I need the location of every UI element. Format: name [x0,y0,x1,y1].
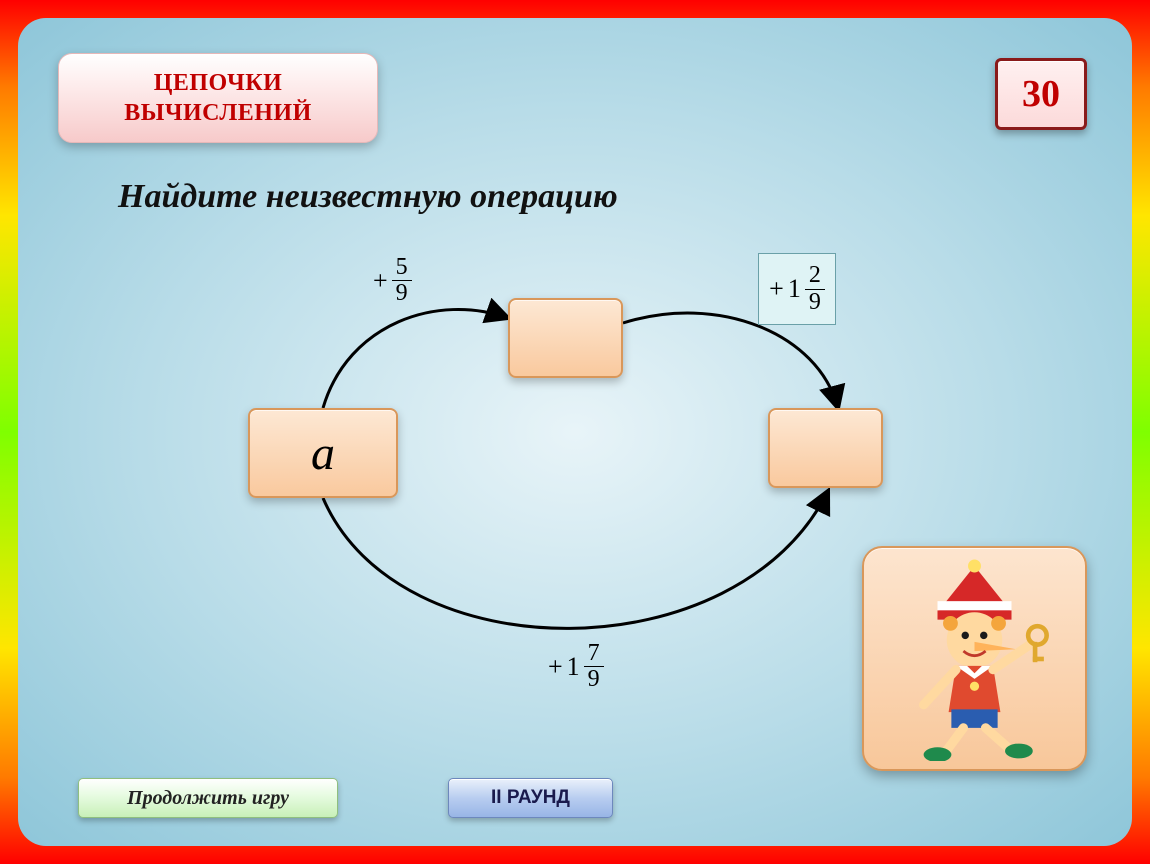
round-button[interactable]: II РАУНД [448,778,613,818]
op3-den: 9 [584,667,604,692]
score-value: 30 [1022,72,1060,116]
character-card [862,546,1087,771]
node-start: a [248,408,398,498]
title-line-1: ЦЕПОЧКИ [154,68,283,98]
continue-label: Продолжить игру [127,787,289,810]
op2-den: 9 [805,290,825,315]
operation-2: + 1 2 9 [769,263,825,314]
continue-button[interactable]: Продолжить игру [78,778,338,818]
node-start-label: a [311,426,335,481]
buratino-icon [882,556,1067,761]
op3-sign: + [548,652,565,682]
operation-1: + 5 9 [373,255,412,306]
score-badge: 30 [995,58,1087,130]
category-title: ЦЕПОЧКИ ВЫЧИСЛЕНИЙ [58,53,378,143]
op2-whole: 1 [788,274,803,304]
op2-sign: + [769,274,786,304]
operation-2-answer: + 1 2 9 [758,253,836,325]
op1-num: 5 [392,255,412,281]
op2-num: 2 [805,263,825,289]
slide-panel: ЦЕПОЧКИ ВЫЧИСЛЕНИЙ 30 Найдите неизвестну… [18,18,1132,846]
round-label: II РАУНД [491,787,570,809]
op1-den: 9 [392,281,412,306]
rainbow-frame: ЦЕПОЧКИ ВЫЧИСЛЕНИЙ 30 Найдите неизвестну… [0,0,1150,864]
op1-sign: + [373,266,390,296]
node-middle [508,298,623,378]
calc-chain-diagram: a + 5 9 + 1 2 9 [178,233,978,693]
operation-3: + 1 7 9 [548,641,604,692]
task-prompt: Найдите неизвестную операцию [118,178,618,216]
op3-num: 7 [584,641,604,667]
op3-whole: 1 [567,652,582,682]
node-end [768,408,883,488]
title-line-2: ВЫЧИСЛЕНИЙ [124,98,311,128]
